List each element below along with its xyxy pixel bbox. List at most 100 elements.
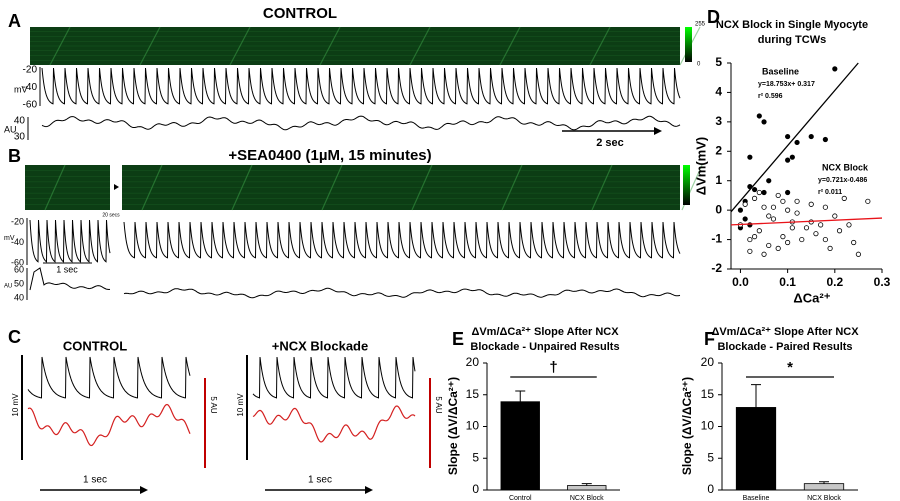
voltage-trace <box>41 67 681 105</box>
y-tick-label: 0 <box>715 202 722 216</box>
point <box>785 189 791 196</box>
x-tick-label: 0.3 <box>874 275 891 289</box>
y-tick-label: 1 <box>715 173 722 187</box>
point <box>808 201 814 207</box>
calcium-trace <box>41 115 681 131</box>
scale-label: 2 sec <box>596 137 624 149</box>
point <box>751 186 758 193</box>
panel-letter: C <box>8 327 21 347</box>
panel-letter: E <box>452 329 464 349</box>
x-tick-label: 0.2 <box>826 275 843 289</box>
point <box>756 228 762 234</box>
scale-label: 10 mV <box>236 393 245 417</box>
point <box>827 245 833 251</box>
chart-title: ΔVm/ΔCa²⁺ Slope After NCX <box>471 326 619 338</box>
point <box>789 225 795 231</box>
y-tick-label: 5 <box>472 450 479 464</box>
y-tick-label: 3 <box>715 114 722 128</box>
x-tick-label: 0.0 <box>732 275 749 289</box>
y-tick-label: -1 <box>711 232 722 246</box>
series-label: NCX Block <box>822 162 869 172</box>
y-tick-label: 15 <box>466 387 480 401</box>
point <box>803 225 810 231</box>
arrow-head <box>365 486 373 494</box>
point <box>836 228 843 234</box>
tick-label: 50 <box>14 278 24 288</box>
kymograph-wave <box>141 164 163 211</box>
fit-r2: r² 0.596 <box>758 93 783 100</box>
colorbar-label: 255 <box>695 22 706 28</box>
point <box>813 231 819 237</box>
point <box>747 236 753 243</box>
panel-letter: F <box>704 329 715 349</box>
x-tick-label: 0.1 <box>779 275 796 289</box>
arrow-head <box>654 127 662 135</box>
point <box>761 119 767 125</box>
calcium-trace <box>29 267 111 291</box>
point <box>742 216 748 222</box>
point <box>785 133 791 140</box>
tick-label: 30 <box>14 132 26 143</box>
point <box>770 204 777 210</box>
panel-letter: A <box>8 11 21 31</box>
bar <box>803 483 845 491</box>
y-tick-label: 20 <box>466 355 480 369</box>
point <box>770 216 777 222</box>
point <box>761 204 767 210</box>
error-bar <box>581 483 592 486</box>
point <box>799 236 805 243</box>
point <box>761 189 767 196</box>
point <box>775 245 781 251</box>
fit-equation: y=18.753x+ 0.317 <box>758 81 815 88</box>
y-tick-label: 5 <box>715 55 722 69</box>
point <box>794 198 800 204</box>
series-label: Baseline <box>762 66 799 76</box>
colorbar-label: 0 <box>697 62 701 68</box>
scale-label: 5 AU <box>209 396 218 414</box>
voltage-trace <box>29 219 111 263</box>
error-bar <box>751 384 761 408</box>
colorbar <box>683 165 690 205</box>
point <box>808 133 814 140</box>
scale-label: 5 AU <box>434 396 443 414</box>
kymograph-wave <box>411 164 433 211</box>
chart-title: NCX Block in Single Myocyte <box>716 19 868 31</box>
point <box>780 234 786 240</box>
colorbar <box>685 27 692 62</box>
voltage-trace <box>123 221 681 259</box>
axis-label: mV <box>14 84 28 94</box>
kymograph-wave <box>591 164 613 211</box>
point <box>818 222 824 228</box>
point <box>766 213 772 219</box>
kymograph-wave <box>321 164 343 211</box>
calcium-trace <box>27 403 191 447</box>
point <box>832 213 838 219</box>
kymograph-wave <box>499 26 521 66</box>
point <box>822 204 828 210</box>
kymograph-wave <box>44 164 66 211</box>
kymograph-wave <box>49 26 71 66</box>
point <box>766 178 772 184</box>
y-axis-label: ΔVm(mV) <box>693 137 708 195</box>
fit-equation: y=0.721x-0.486 <box>818 177 867 184</box>
scale-label: 10 mV <box>11 393 20 417</box>
point <box>747 154 753 160</box>
y-tick-label: -2 <box>711 261 722 275</box>
arrow-head <box>114 184 119 190</box>
error-bar <box>819 481 829 484</box>
kymograph-wave <box>139 26 161 66</box>
bar <box>500 401 540 491</box>
bar <box>735 407 777 491</box>
y-tick-label: 15 <box>701 387 715 401</box>
point <box>785 239 791 246</box>
y-tick-label: 20 <box>701 355 715 369</box>
tick-label: -20 <box>11 216 24 226</box>
kymograph-wave <box>409 26 431 66</box>
point <box>822 136 828 143</box>
y-tick-label: 4 <box>715 85 722 99</box>
error-bar <box>515 390 526 402</box>
y-tick-label: 0 <box>707 482 714 496</box>
x-tick-label: NCX Block <box>807 495 841 501</box>
calcium-trace <box>252 405 416 443</box>
